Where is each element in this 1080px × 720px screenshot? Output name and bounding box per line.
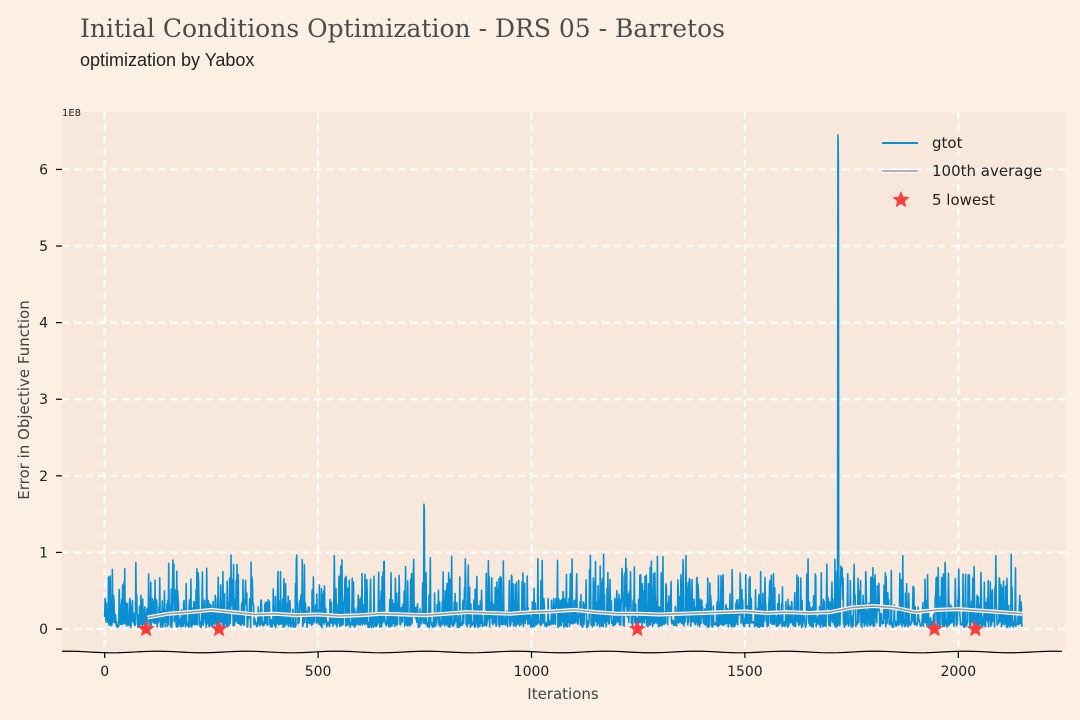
chart-title: Initial Conditions Optimization - DRS 05… [80,14,725,43]
legend-label: gtot [932,134,963,152]
grid [62,112,1065,652]
y-tick-label: 1 [39,545,48,561]
x-tick-label: 1500 [727,664,763,680]
legend-label: 5 lowest [932,191,995,209]
chart-subtitle: optimization by Yabox [80,50,255,70]
lowest-star-marker [966,620,984,637]
lowest-star-marker [210,620,228,637]
y-offset-label: 1E8 [62,108,81,119]
y-tick-label: 6 [39,162,48,178]
y-tick-label: 2 [39,469,48,485]
y-tick-label: 0 [39,622,48,638]
y-tick-label: 5 [39,239,48,255]
x-axis-line [61,650,1063,654]
lowest-star-marker [628,620,646,637]
gtot-line [103,134,1023,629]
lowest-star-marker [925,620,943,637]
x-tick-label: 0 [100,664,109,680]
lowest-star-marker [137,620,155,637]
average-line [147,605,1023,619]
x-tick-label: 1000 [514,664,550,680]
x-tick-label: 500 [305,664,332,680]
series-layer [103,134,1023,629]
legend-label: 100th average [932,162,1042,180]
legend-lowest-swatch [892,191,910,208]
y-tick-label: 4 [39,316,48,332]
ticks: 0 500 1000 1500 2000 0 1 2 3 4 5 6 [39,162,976,680]
y-tick-label: 3 [39,392,48,408]
x-axis-label: Iterations [527,685,599,703]
legend: gtot 100th average 5 lowest [882,134,1042,209]
plot-area [62,112,1065,652]
x-tick-label: 2000 [940,664,976,680]
y-axis-label: Error in Objective Function [15,300,33,499]
